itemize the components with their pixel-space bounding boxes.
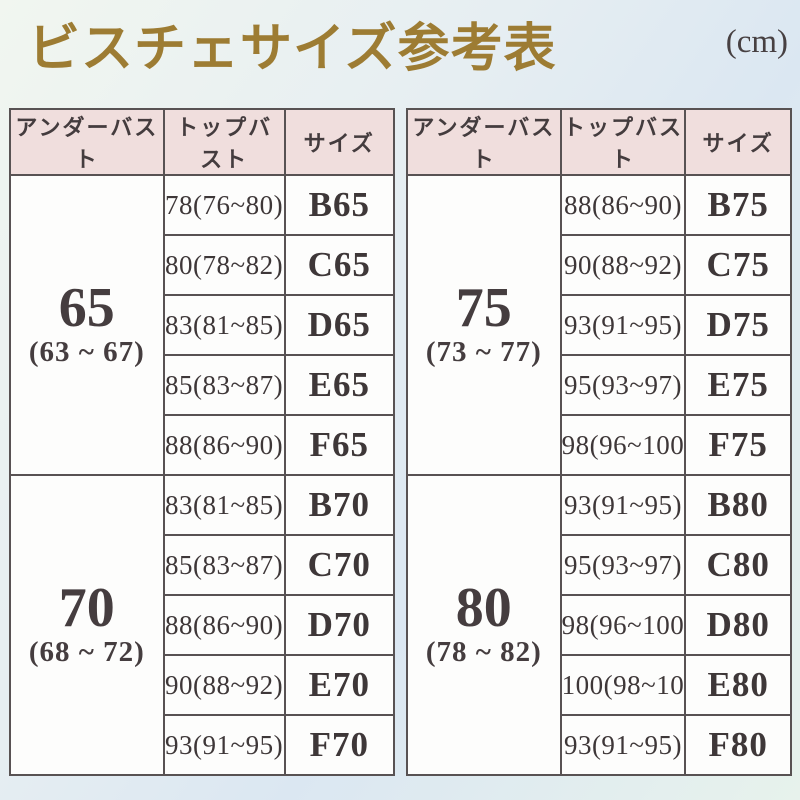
underbust-cell: 65 (63 ~ 67) xyxy=(9,174,165,476)
topbust-cell: 78(76~80) xyxy=(162,174,286,236)
table-row: 80 (78 ~ 82) 93(91~95) B80 xyxy=(406,474,792,776)
unit-label: (cm) xyxy=(725,23,788,60)
col-header-topbust: トップバスト xyxy=(559,108,687,176)
size-table-right: アンダーバスト トップバスト サイズ 75 (73 ~ 77) 88(86~90… xyxy=(406,108,792,776)
underbust-cell: 75 (73 ~ 77) xyxy=(406,174,562,476)
topbust-cell: 88(86~90) xyxy=(162,594,286,656)
topbust-cell: 83(81~85) xyxy=(162,294,286,356)
table-row: 95(93~97) E75 xyxy=(407,354,792,416)
topbust-cell: 93(91~95) xyxy=(559,474,687,536)
size-cell: B75 xyxy=(684,174,792,236)
topbust-cell: 98(96~100) xyxy=(559,594,687,656)
topbust-cell: 93(91~95) xyxy=(162,714,286,776)
table-row: 90(88~92) E70 xyxy=(10,654,396,716)
col-header-underbust: アンダーバスト xyxy=(406,108,562,176)
topbust-cell: 98(96~100) xyxy=(559,414,687,476)
size-cell: D65 xyxy=(283,294,396,356)
table-row: 98(96~100) D80 xyxy=(407,594,792,656)
underbust-cell: 70 (68 ~ 72) xyxy=(9,474,165,776)
col-header-topbust: トップバスト xyxy=(162,108,286,176)
underbust-value: 70 xyxy=(58,577,115,640)
size-cell: F65 xyxy=(283,414,396,476)
table-row: 83(81~85) D65 xyxy=(10,294,396,356)
header: ビスチェサイズ参考表 (cm) xyxy=(0,0,800,94)
col-header-size: サイズ xyxy=(684,108,792,176)
underbust-cell: 80 (78 ~ 82) xyxy=(406,474,562,776)
table-row: 85(83~87) C70 xyxy=(10,534,396,596)
topbust-cell: 80(78~82) xyxy=(162,234,286,296)
table-row: 88(86~90) D70 xyxy=(10,594,396,656)
header-row: アンダーバスト トップバスト サイズ xyxy=(9,108,396,176)
size-cell: C75 xyxy=(684,234,792,296)
table-row: 98(96~100) F75 xyxy=(407,414,792,476)
page-title: ビスチェサイズ参考表 xyxy=(28,21,557,79)
underbust-value: 65 xyxy=(58,277,115,340)
underbust-value: 75 xyxy=(455,277,512,340)
tables-container: アンダーバスト トップバスト サイズ 65 (63 ~ 67) 78(76~80… xyxy=(0,94,800,776)
size-chart-page: ビスチェサイズ参考表 (cm) アンダーバスト トップバスト サイズ 65 (6… xyxy=(0,0,800,776)
size-cell: C65 xyxy=(283,234,396,296)
size-cell: B70 xyxy=(283,474,396,536)
size-cell: B80 xyxy=(684,474,792,536)
table-row: 93(91~95) F80 xyxy=(407,714,792,776)
size-cell: D70 xyxy=(283,594,396,656)
topbust-cell: 93(91~95) xyxy=(559,714,687,776)
col-header-underbust: アンダーバスト xyxy=(9,108,165,176)
underbust-range: (78 ~ 82) xyxy=(425,636,542,669)
size-cell: E80 xyxy=(684,654,792,716)
underbust-range: (68 ~ 72) xyxy=(28,636,145,669)
size-cell: F75 xyxy=(684,414,792,476)
header-row: アンダーバスト トップバスト サイズ xyxy=(406,108,792,176)
underbust-range: (73 ~ 77) xyxy=(425,336,542,369)
topbust-cell: 88(86~90) xyxy=(559,174,687,236)
table-row: 100(98~102) E80 xyxy=(407,654,792,716)
table-row: 75 (73 ~ 77) 88(86~90) B75 xyxy=(406,174,792,476)
table-row: 70 (68 ~ 72) 83(81~85) B70 xyxy=(9,474,396,776)
table-row: 93(91~95) D75 xyxy=(407,294,792,356)
col-header-size: サイズ xyxy=(283,108,396,176)
table-row: 88(86~90) F65 xyxy=(10,414,396,476)
topbust-cell: 85(83~87) xyxy=(162,354,286,416)
size-cell: D80 xyxy=(684,594,792,656)
table-row: 65 (63 ~ 67) 78(76~80) B65 xyxy=(9,174,396,476)
size-cell: C70 xyxy=(283,534,396,596)
topbust-cell: 90(88~92) xyxy=(559,234,687,296)
size-cell: C80 xyxy=(684,534,792,596)
topbust-cell: 95(93~97) xyxy=(559,534,687,596)
table-row: 80(78~82) C65 xyxy=(10,234,396,296)
table-row: 93(91~95) F70 xyxy=(10,714,396,776)
size-cell: E75 xyxy=(684,354,792,416)
topbust-cell: 88(86~90) xyxy=(162,414,286,476)
topbust-cell: 85(83~87) xyxy=(162,534,286,596)
topbust-cell: 90(88~92) xyxy=(162,654,286,716)
topbust-cell: 83(81~85) xyxy=(162,474,286,536)
topbust-cell: 95(93~97) xyxy=(559,354,687,416)
size-cell: F80 xyxy=(684,714,792,776)
size-table-left: アンダーバスト トップバスト サイズ 65 (63 ~ 67) 78(76~80… xyxy=(9,108,396,776)
table-row: 90(88~92) C75 xyxy=(407,234,792,296)
size-cell: D75 xyxy=(684,294,792,356)
underbust-value: 80 xyxy=(455,577,512,640)
topbust-cell: 93(91~95) xyxy=(559,294,687,356)
size-cell: B65 xyxy=(283,174,396,236)
size-cell: E70 xyxy=(283,654,396,716)
size-cell: E65 xyxy=(283,354,396,416)
table-row: 95(93~97) C80 xyxy=(407,534,792,596)
topbust-cell: 100(98~102) xyxy=(559,654,687,716)
underbust-range: (63 ~ 67) xyxy=(28,336,145,369)
size-cell: F70 xyxy=(283,714,396,776)
table-row: 85(83~87) E65 xyxy=(10,354,396,416)
